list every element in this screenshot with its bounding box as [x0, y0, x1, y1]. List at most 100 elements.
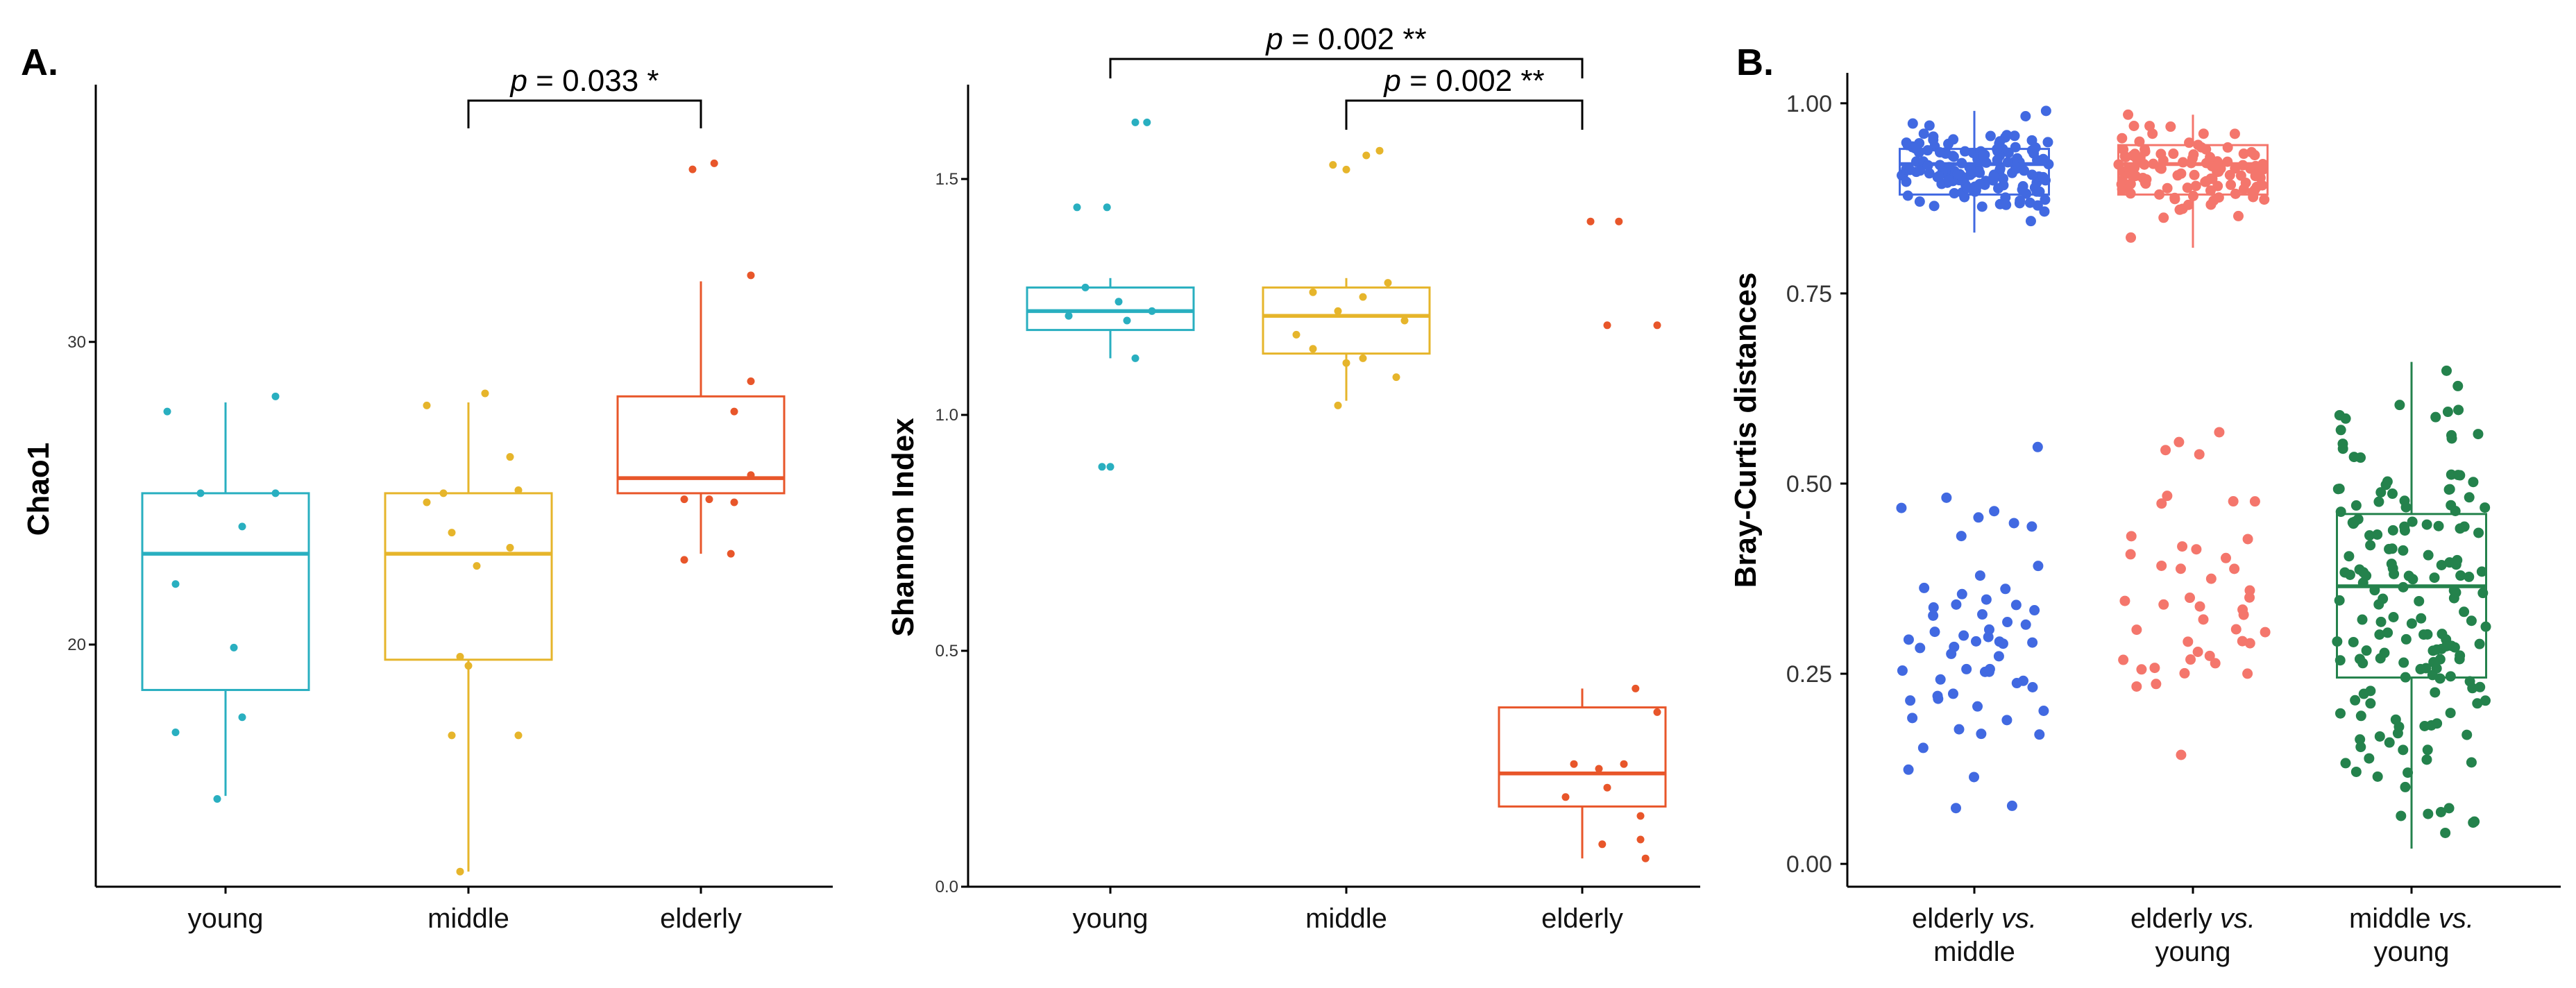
data-point [1989, 506, 2000, 517]
data-point [2454, 654, 2465, 665]
data-point [2134, 136, 2145, 147]
data-point [2423, 550, 2434, 561]
data-point [730, 498, 738, 506]
data-point [2423, 808, 2434, 819]
data-point [2475, 681, 2486, 692]
data-point [2403, 767, 2414, 778]
shannon-y-axis-label: Shannon Index [886, 418, 920, 637]
data-point [473, 562, 481, 570]
x-tick-label: middle [427, 903, 509, 934]
data-point [2185, 593, 2196, 604]
data-point [1947, 688, 1958, 699]
data-point [2117, 133, 2128, 144]
data-point [1949, 641, 1960, 652]
data-point [680, 495, 688, 504]
data-point [2398, 545, 2409, 556]
data-point [506, 543, 514, 552]
data-point [2480, 621, 2491, 632]
data-point [2131, 624, 2142, 636]
data-point [2446, 429, 2457, 441]
data-point [1073, 203, 1081, 212]
data-point [1065, 312, 1073, 320]
data-point [2350, 500, 2362, 511]
data-point [2335, 425, 2346, 436]
data-point [2382, 627, 2393, 638]
data-point [271, 392, 280, 400]
data-point [2400, 781, 2411, 792]
data-point [1929, 201, 1940, 212]
data-point [2400, 633, 2412, 645]
data-point [1131, 118, 1139, 126]
data-point [1994, 136, 2006, 147]
data-point [1984, 663, 1995, 674]
data-point [710, 159, 718, 167]
data-point [1902, 190, 1913, 201]
data-point [2476, 566, 2487, 577]
data-point [2382, 476, 2393, 487]
data-point [2414, 595, 2425, 606]
data-point [213, 794, 221, 803]
data-point [2235, 170, 2246, 181]
data-point [1309, 288, 1317, 296]
data-point [1081, 283, 1090, 291]
x-tick-label: elderly [1541, 903, 1623, 934]
data-point [2387, 525, 2398, 536]
data-point [1115, 298, 1123, 306]
data-point [2452, 380, 2464, 391]
data-point [2038, 706, 2049, 717]
data-point [2026, 521, 2037, 532]
data-point [1907, 713, 1918, 724]
data-point [1901, 176, 1912, 187]
data-point [2466, 757, 2477, 768]
data-point [2178, 157, 2189, 168]
data-point [2230, 624, 2242, 635]
data-point [1933, 171, 1944, 182]
data-point [2136, 664, 2147, 675]
data-point [2155, 148, 2167, 160]
data-point [747, 471, 755, 479]
data-point [2399, 521, 2410, 532]
data-point [2000, 584, 2011, 595]
data-point [1907, 118, 1918, 129]
data-point [2029, 605, 2040, 616]
data-point [1962, 182, 1973, 194]
data-point [2020, 110, 2031, 121]
data-point [2373, 496, 2384, 507]
data-point [1952, 169, 1963, 180]
y-tick-label: 30 [67, 333, 86, 352]
y-tick-label: 1.0 [935, 406, 958, 425]
data-point [2205, 573, 2217, 584]
data-point [2480, 695, 2491, 706]
data-point [1905, 695, 1916, 706]
significance-bracket [1109, 58, 1584, 78]
data-point [1965, 165, 1976, 176]
data-point [1983, 624, 1994, 635]
data-point [2340, 413, 2351, 424]
data-point [2205, 152, 2216, 163]
data-point [1917, 742, 1929, 753]
data-point [2222, 156, 2233, 167]
data-point [2468, 817, 2479, 828]
data-point [2010, 162, 2022, 173]
data-point [1641, 854, 1650, 862]
data-point [2394, 400, 2405, 411]
data-point [2432, 718, 2443, 729]
data-point [1950, 803, 1961, 814]
box-iqr [1262, 286, 1431, 355]
data-point [238, 713, 246, 722]
y-tick-label: 0.00 [1786, 851, 1832, 878]
significance-label: p = 0.033 * [509, 64, 659, 98]
data-point [1903, 634, 1914, 645]
data-point [2037, 153, 2049, 164]
data-point [2039, 206, 2050, 217]
data-point [1973, 512, 1984, 523]
data-point [1359, 293, 1367, 301]
data-point [2198, 128, 2209, 139]
data-point [2355, 742, 2366, 753]
y-tick-label: 0.5 [935, 642, 958, 661]
data-point [1375, 146, 1384, 155]
data-point [1948, 134, 1959, 145]
data-point [1956, 531, 1967, 542]
data-point [2179, 667, 2190, 679]
